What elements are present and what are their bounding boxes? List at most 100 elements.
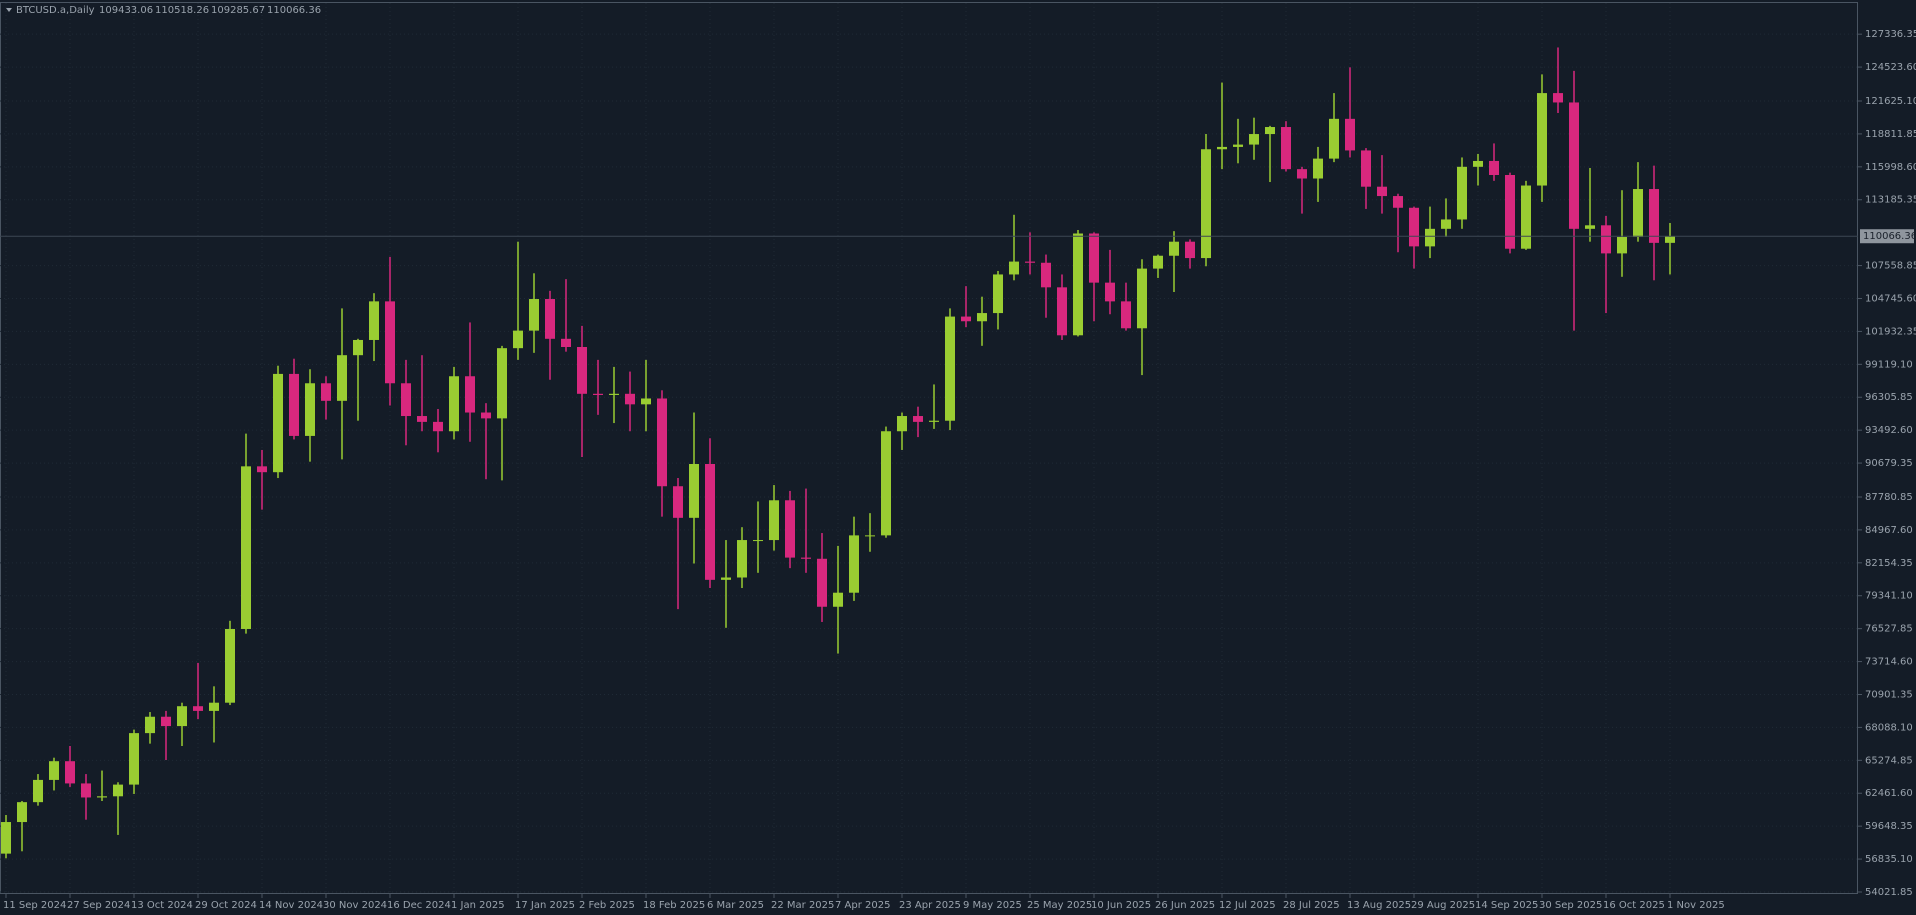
candle-body [609,393,619,395]
candle-body [161,716,171,727]
y-tick-label: 65274.85 [1865,755,1913,766]
candle-body [433,421,443,432]
x-tick-label: 16 Oct 2025 [1603,900,1665,911]
candle-body [1,822,11,854]
x-tick-label: 29 Aug 2025 [1411,900,1475,911]
x-tick-label: 2 Feb 2025 [579,900,635,911]
candle-body [833,592,843,607]
x-tick-label: 22 Mar 2025 [771,900,834,911]
candle-body [1425,228,1435,247]
candle-body [1217,146,1227,150]
candle-body [721,577,731,580]
candle-body [97,796,107,798]
candle-body [1009,261,1019,275]
candle-body [769,500,779,541]
candle-body [1537,93,1547,186]
candle-body [209,702,219,711]
candle-body [849,535,859,593]
y-tick-label: 118811.85 [1865,129,1916,140]
price-label-box [1860,229,1914,244]
y-tick-label: 62461.60 [1865,788,1913,799]
candle-body [1121,301,1131,329]
candle-body [1361,150,1371,187]
x-tick-label: 13 Oct 2024 [131,900,193,911]
candle-body [1233,144,1243,147]
candle-body [465,376,475,413]
x-tick-label: 29 Oct 2024 [195,900,257,911]
candle-body [577,346,587,394]
candle-body [257,466,267,473]
candle-body [705,464,715,580]
y-tick-label: 90679.35 [1865,458,1913,469]
candle-body [1089,233,1099,283]
x-tick-label: 26 Jun 2025 [1155,900,1215,911]
candle-body [81,783,91,798]
candle-body [1489,160,1499,175]
candle-body [1169,241,1179,256]
candle-body [1665,236,1675,243]
y-tick-label: 73714.60 [1865,657,1913,668]
x-tick-label: 30 Sep 2025 [1539,900,1602,911]
candle-body [337,355,347,401]
y-tick-label: 68088.10 [1865,722,1913,733]
candle-body [1409,207,1419,247]
candle-body [1649,189,1659,243]
candle-body [977,313,987,322]
plot-frame [0,2,1858,894]
x-tick-label: 12 Jul 2025 [1219,900,1276,911]
y-tick-label: 96305.85 [1865,392,1913,403]
candle-body [1473,160,1483,167]
x-tick-label: 9 May 2025 [963,900,1022,911]
candle-body [737,540,747,578]
candle-body [817,558,827,607]
candle-body [1281,127,1291,170]
y-tick-label: 93492.60 [1865,425,1913,436]
y-tick-label: 99119.10 [1865,359,1913,370]
x-tick-label: 14 Nov 2024 [259,900,323,911]
y-tick-label: 87780.85 [1865,492,1913,503]
candle-body [1633,189,1643,238]
x-tick-label: 18 Feb 2025 [643,900,705,911]
candle-body [273,373,283,473]
menu-arrow[interactable] [6,8,12,12]
y-tick-label: 104745.60 [1865,293,1916,304]
candle-body [689,464,699,518]
candle-body [1137,268,1147,329]
candle-body [1393,196,1403,208]
y-tick-label: 84967.60 [1865,525,1913,536]
candle-body [865,535,875,537]
header-high: 110518.26 [155,5,209,16]
candle-body [929,420,939,422]
y-tick-label: 70901.35 [1865,689,1913,700]
candle-body [1617,237,1627,254]
candle-body [497,348,507,419]
candle-body [1345,118,1355,151]
candle-body [1265,127,1275,135]
candle-body [369,301,379,340]
x-tick-label: 1 Jan 2025 [451,900,505,911]
candle-body [1025,261,1035,263]
candle-body [561,338,571,347]
x-tick-label: 6 Mar 2025 [707,900,764,911]
candle-body [753,540,763,542]
candle-body [593,393,603,395]
x-tick-label: 14 Sep 2025 [1475,900,1538,911]
y-tick-label: 113185.35 [1865,195,1916,206]
candle-body [225,628,235,703]
y-tick-label: 107558.85 [1865,261,1916,272]
candle-body [385,301,395,384]
header-low: 109285.67 [211,5,265,16]
y-tick-label: 56835.10 [1865,854,1913,865]
candle-body [481,412,491,419]
x-tick-label: 27 Sep 2024 [67,900,130,911]
y-tick-label: 115998.60 [1865,162,1916,173]
candle-body [513,330,523,349]
candle-body [289,373,299,436]
x-tick-label: 28 Jul 2025 [1283,900,1340,911]
candle-body [1041,262,1051,288]
candle-body [625,393,635,405]
candle-body [49,761,59,780]
x-tick-label: 23 Apr 2025 [899,900,961,911]
